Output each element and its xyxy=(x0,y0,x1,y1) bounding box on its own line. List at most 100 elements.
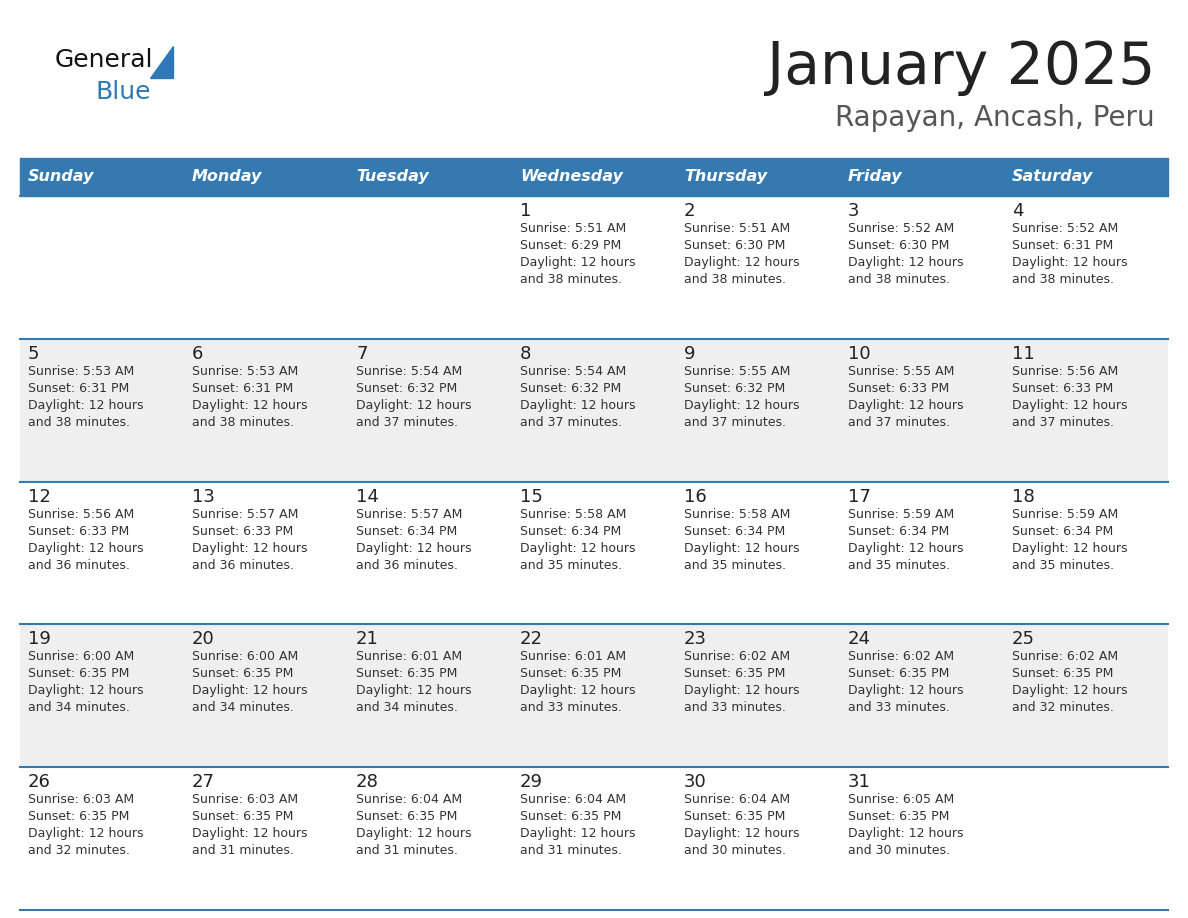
Text: Sunset: 6:35 PM: Sunset: 6:35 PM xyxy=(520,667,621,680)
Text: Daylight: 12 hours: Daylight: 12 hours xyxy=(29,542,144,554)
Text: Sunrise: 6:02 AM: Sunrise: 6:02 AM xyxy=(848,650,954,664)
Text: Sunset: 6:35 PM: Sunset: 6:35 PM xyxy=(684,667,785,680)
Text: 10: 10 xyxy=(848,345,871,363)
Text: and 35 minutes.: and 35 minutes. xyxy=(684,558,786,572)
Text: Sunrise: 6:04 AM: Sunrise: 6:04 AM xyxy=(520,793,626,806)
Text: Daylight: 12 hours: Daylight: 12 hours xyxy=(520,685,636,698)
Text: 18: 18 xyxy=(1012,487,1035,506)
Bar xyxy=(348,158,512,196)
Text: 21: 21 xyxy=(356,631,379,648)
Text: Sunset: 6:35 PM: Sunset: 6:35 PM xyxy=(29,667,129,680)
Text: and 30 minutes.: and 30 minutes. xyxy=(848,845,950,857)
Text: Daylight: 12 hours: Daylight: 12 hours xyxy=(848,685,963,698)
Bar xyxy=(20,339,1168,482)
Text: and 34 minutes.: and 34 minutes. xyxy=(29,701,129,714)
Text: Sunrise: 6:00 AM: Sunrise: 6:00 AM xyxy=(192,650,298,664)
Text: Saturday: Saturday xyxy=(1012,170,1093,185)
Text: Sunset: 6:35 PM: Sunset: 6:35 PM xyxy=(192,667,293,680)
Text: Daylight: 12 hours: Daylight: 12 hours xyxy=(1012,685,1127,698)
Text: 24: 24 xyxy=(848,631,871,648)
Text: Sunrise: 6:03 AM: Sunrise: 6:03 AM xyxy=(192,793,298,806)
Text: Daylight: 12 hours: Daylight: 12 hours xyxy=(848,542,963,554)
Text: Sunset: 6:35 PM: Sunset: 6:35 PM xyxy=(684,811,785,823)
Text: 19: 19 xyxy=(29,631,51,648)
Text: Sunset: 6:35 PM: Sunset: 6:35 PM xyxy=(356,811,457,823)
Text: Tuesday: Tuesday xyxy=(356,170,429,185)
Text: and 38 minutes.: and 38 minutes. xyxy=(520,273,623,286)
Text: 6: 6 xyxy=(192,345,203,363)
Text: Sunrise: 5:51 AM: Sunrise: 5:51 AM xyxy=(684,222,790,235)
Text: 20: 20 xyxy=(192,631,215,648)
Text: Daylight: 12 hours: Daylight: 12 hours xyxy=(848,827,963,840)
Text: Sunset: 6:34 PM: Sunset: 6:34 PM xyxy=(1012,524,1113,538)
Text: 12: 12 xyxy=(29,487,51,506)
Text: 23: 23 xyxy=(684,631,707,648)
Text: and 37 minutes.: and 37 minutes. xyxy=(684,416,786,429)
Text: Sunset: 6:30 PM: Sunset: 6:30 PM xyxy=(848,239,949,252)
Text: and 35 minutes.: and 35 minutes. xyxy=(520,558,623,572)
Text: and 38 minutes.: and 38 minutes. xyxy=(1012,273,1114,286)
Text: Sunset: 6:33 PM: Sunset: 6:33 PM xyxy=(848,382,949,395)
Text: Friday: Friday xyxy=(848,170,903,185)
Text: Sunrise: 5:59 AM: Sunrise: 5:59 AM xyxy=(1012,508,1118,521)
Text: 29: 29 xyxy=(520,773,543,791)
Text: Daylight: 12 hours: Daylight: 12 hours xyxy=(29,685,144,698)
Text: Daylight: 12 hours: Daylight: 12 hours xyxy=(1012,542,1127,554)
Bar xyxy=(20,158,184,196)
Text: Sunset: 6:35 PM: Sunset: 6:35 PM xyxy=(848,811,949,823)
Text: 27: 27 xyxy=(192,773,215,791)
Text: January 2025: January 2025 xyxy=(766,39,1155,96)
Text: 2: 2 xyxy=(684,202,695,220)
Text: and 38 minutes.: and 38 minutes. xyxy=(192,416,293,429)
Text: Sunset: 6:34 PM: Sunset: 6:34 PM xyxy=(520,524,621,538)
Text: Sunrise: 5:57 AM: Sunrise: 5:57 AM xyxy=(192,508,298,521)
Text: and 36 minutes.: and 36 minutes. xyxy=(29,558,129,572)
Text: Daylight: 12 hours: Daylight: 12 hours xyxy=(29,827,144,840)
Text: Sunrise: 6:05 AM: Sunrise: 6:05 AM xyxy=(848,793,954,806)
Text: Sunset: 6:31 PM: Sunset: 6:31 PM xyxy=(29,382,129,395)
Text: 7: 7 xyxy=(356,345,367,363)
Text: 5: 5 xyxy=(29,345,39,363)
Text: Sunday: Sunday xyxy=(29,170,94,185)
Text: and 36 minutes.: and 36 minutes. xyxy=(356,558,457,572)
Text: General: General xyxy=(55,48,153,72)
Bar xyxy=(20,196,1168,339)
Text: Sunrise: 5:56 AM: Sunrise: 5:56 AM xyxy=(29,508,134,521)
Text: and 37 minutes.: and 37 minutes. xyxy=(520,416,623,429)
Text: Daylight: 12 hours: Daylight: 12 hours xyxy=(356,685,472,698)
Text: Blue: Blue xyxy=(95,80,151,104)
Text: 3: 3 xyxy=(848,202,859,220)
Text: Sunrise: 6:00 AM: Sunrise: 6:00 AM xyxy=(29,650,134,664)
Text: Sunrise: 6:02 AM: Sunrise: 6:02 AM xyxy=(1012,650,1118,664)
Text: and 31 minutes.: and 31 minutes. xyxy=(192,845,293,857)
Text: 26: 26 xyxy=(29,773,51,791)
Text: Sunrise: 5:51 AM: Sunrise: 5:51 AM xyxy=(520,222,626,235)
Text: Sunrise: 6:04 AM: Sunrise: 6:04 AM xyxy=(684,793,790,806)
Text: 1: 1 xyxy=(520,202,531,220)
Text: and 33 minutes.: and 33 minutes. xyxy=(684,701,786,714)
Text: Daylight: 12 hours: Daylight: 12 hours xyxy=(356,827,472,840)
Text: Daylight: 12 hours: Daylight: 12 hours xyxy=(520,827,636,840)
Text: Wednesday: Wednesday xyxy=(520,170,623,185)
Text: Sunset: 6:32 PM: Sunset: 6:32 PM xyxy=(520,382,621,395)
Bar xyxy=(20,767,1168,910)
Text: Sunset: 6:35 PM: Sunset: 6:35 PM xyxy=(356,667,457,680)
Text: Sunrise: 5:57 AM: Sunrise: 5:57 AM xyxy=(356,508,462,521)
Text: Sunset: 6:32 PM: Sunset: 6:32 PM xyxy=(684,382,785,395)
Text: Sunset: 6:35 PM: Sunset: 6:35 PM xyxy=(192,811,293,823)
Text: and 35 minutes.: and 35 minutes. xyxy=(848,558,950,572)
Text: and 37 minutes.: and 37 minutes. xyxy=(1012,416,1114,429)
Bar xyxy=(1004,158,1168,196)
Text: 16: 16 xyxy=(684,487,707,506)
Text: Daylight: 12 hours: Daylight: 12 hours xyxy=(1012,256,1127,269)
Text: and 31 minutes.: and 31 minutes. xyxy=(356,845,457,857)
Text: 8: 8 xyxy=(520,345,531,363)
Text: and 32 minutes.: and 32 minutes. xyxy=(1012,701,1114,714)
Text: Sunrise: 5:55 AM: Sunrise: 5:55 AM xyxy=(848,364,954,378)
Text: Daylight: 12 hours: Daylight: 12 hours xyxy=(520,542,636,554)
Text: Thursday: Thursday xyxy=(684,170,767,185)
Text: Sunset: 6:31 PM: Sunset: 6:31 PM xyxy=(192,382,293,395)
Text: Sunrise: 6:03 AM: Sunrise: 6:03 AM xyxy=(29,793,134,806)
Text: and 31 minutes.: and 31 minutes. xyxy=(520,845,621,857)
Text: Sunrise: 5:52 AM: Sunrise: 5:52 AM xyxy=(1012,222,1118,235)
